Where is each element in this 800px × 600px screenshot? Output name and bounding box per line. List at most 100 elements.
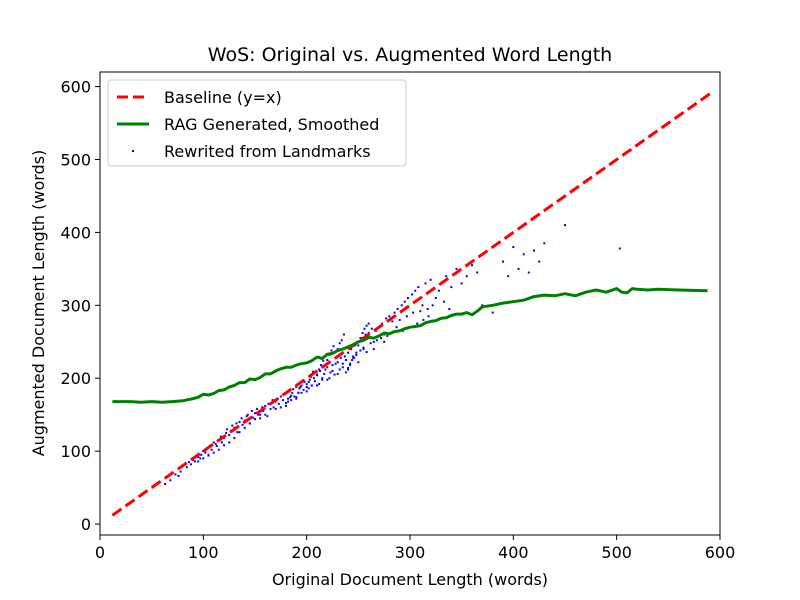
scatter-point: [380, 337, 383, 340]
scatter-point: [403, 300, 406, 303]
legend: Baseline (y=x) RAG Generated, Smoothed Rew…: [107, 79, 407, 167]
scatter-point: [365, 351, 368, 353]
scatter-point: [251, 416, 254, 419]
scatter-point: [305, 386, 308, 388]
scatter-point: [274, 407, 277, 410]
scatter-point: [219, 435, 222, 438]
scatter-point: [347, 368, 349, 371]
scatter-point: [339, 356, 342, 359]
scatter-point: [261, 406, 264, 409]
scatter-point: [269, 407, 272, 410]
scatter-point: [331, 364, 334, 367]
scatter-point: [235, 422, 238, 425]
scatter-point: [320, 364, 323, 367]
scatter-point: [259, 417, 262, 420]
scatter-point: [250, 410, 253, 412]
scatter-point: [316, 384, 318, 387]
scatter-point: [204, 451, 207, 454]
scatter-point: [307, 387, 310, 390]
scatter-point: [388, 315, 391, 318]
scatter-point: [338, 368, 341, 371]
scatter-point: [353, 356, 356, 359]
scatter-point: [359, 349, 362, 352]
y-tick-label: 400: [60, 223, 91, 242]
scatter-point: [355, 351, 358, 354]
scatter-point: [318, 368, 321, 371]
scatter-point: [303, 380, 306, 383]
y-tick-label: 600: [60, 78, 91, 97]
scatter-point: [533, 249, 535, 252]
scatter-point: [450, 286, 453, 289]
y-tick-label: 200: [60, 369, 91, 388]
scatter-point: [259, 413, 262, 416]
scatter-point: [322, 359, 325, 362]
scatter-point: [202, 457, 205, 460]
scatter-point: [527, 271, 530, 274]
scatter-point: [395, 326, 398, 329]
scatter-point: [398, 318, 401, 321]
scatter-point: [194, 460, 197, 463]
scatter-point: [369, 342, 372, 345]
scatter-point: [344, 371, 347, 374]
x-tick-label: 600: [705, 543, 736, 562]
scatter-point: [341, 362, 344, 365]
x-tick-label: 300: [395, 543, 426, 562]
scatter-point: [305, 390, 308, 393]
scatter-point: [471, 264, 473, 267]
scatter-point: [342, 333, 345, 336]
scatter-point: [228, 441, 231, 444]
scatter-point: [334, 362, 337, 365]
scatter-point: [214, 442, 217, 445]
scatter-point: [210, 448, 213, 451]
scatter-point: [318, 383, 321, 386]
scatter-point: [220, 441, 223, 444]
scatter-point: [427, 315, 430, 318]
scatter-point: [344, 359, 347, 361]
scatter-point: [316, 373, 318, 376]
scatter-point: [426, 308, 429, 310]
scatter-point: [357, 344, 360, 347]
scatter-point: [292, 388, 295, 391]
scatter-point: [298, 387, 301, 390]
scatter-point: [257, 413, 260, 416]
scatter-point: [363, 327, 366, 330]
scatter-point: [332, 345, 335, 348]
legend-marker: [132, 150, 134, 152]
scatter-point: [290, 394, 293, 397]
scatter-point: [448, 308, 451, 310]
chart-title: WoS: Original vs. Augmented Word Length: [208, 44, 612, 66]
scatter-point: [385, 317, 388, 320]
scatter-point: [323, 372, 326, 375]
scatter-point: [223, 444, 225, 447]
scatter-point: [293, 395, 296, 398]
scatter-point: [295, 397, 298, 400]
scatter-point: [233, 437, 236, 439]
scatter-point: [189, 463, 192, 466]
scatter-point: [302, 388, 305, 391]
scatter-point: [460, 282, 463, 285]
scatter-point: [349, 364, 352, 367]
scatter-point: [310, 384, 313, 387]
scatter-point: [256, 407, 259, 410]
scatter-point: [287, 397, 290, 400]
scatter-point: [336, 361, 339, 364]
x-tick-label: 200: [291, 543, 322, 562]
scatter-point: [297, 391, 300, 394]
scatter-point: [618, 247, 621, 250]
scatter-point: [169, 479, 172, 482]
scatter-point: [331, 369, 334, 372]
scatter-point: [391, 320, 394, 323]
scatter-point: [312, 377, 315, 380]
scatter-point: [311, 370, 314, 373]
scatter-point: [443, 300, 446, 303]
scatter-point: [406, 297, 409, 299]
scatter-point: [445, 275, 448, 278]
scatter-point: [476, 271, 479, 274]
scatter-point: [326, 378, 329, 381]
scatter-point: [179, 470, 182, 473]
scatter-point: [538, 260, 541, 263]
scatter-point: [228, 434, 231, 437]
scatter-point: [414, 289, 417, 292]
x-axis: 0 100 200 300 400 500 600: [95, 535, 735, 562]
scatter-point: [266, 415, 269, 418]
